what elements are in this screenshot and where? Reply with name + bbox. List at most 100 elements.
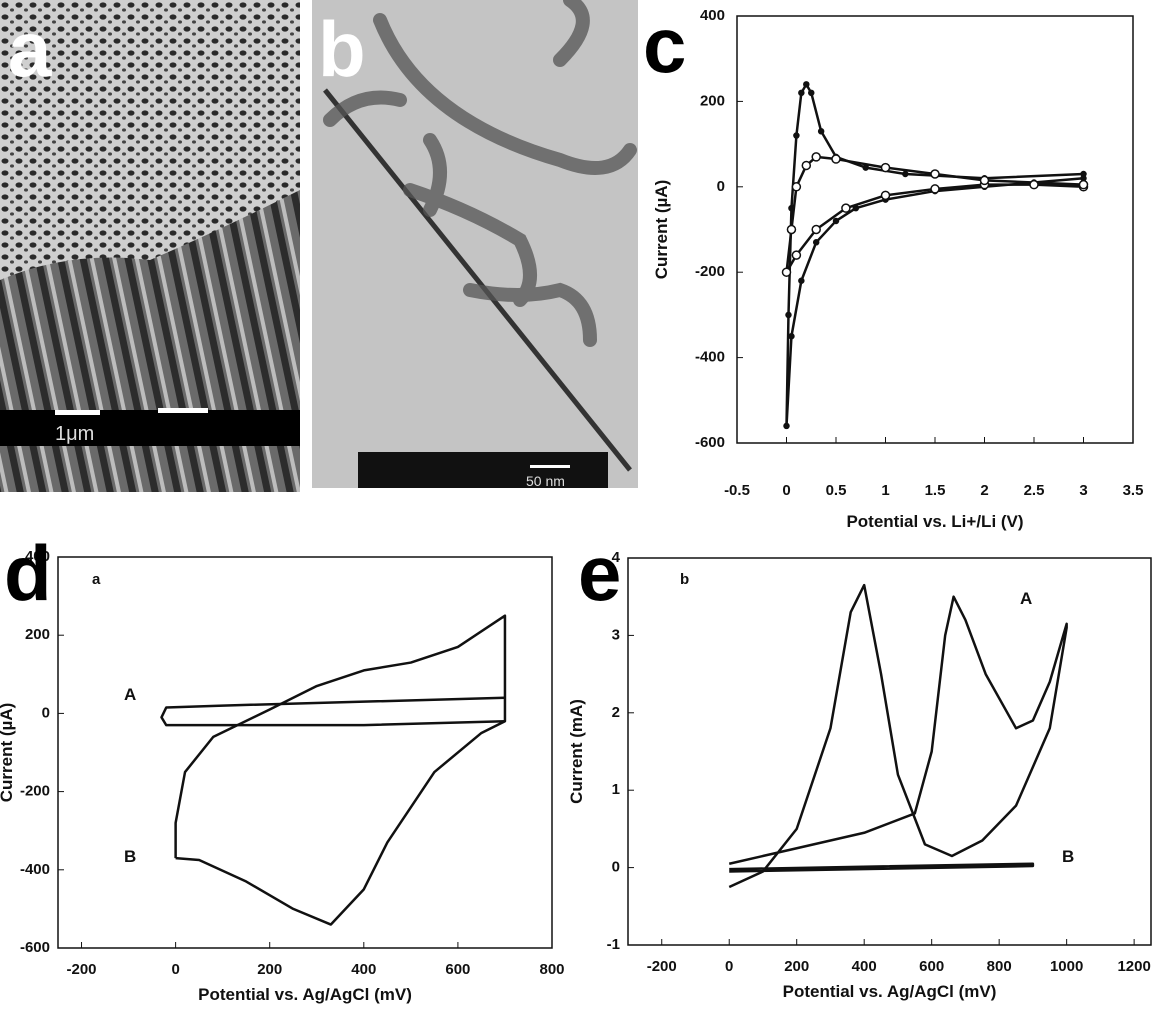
point <box>862 164 869 171</box>
inset-label: a <box>92 571 101 588</box>
point <box>781 267 792 277</box>
y-tick-label: -200 <box>20 783 50 800</box>
point <box>930 184 940 194</box>
y-axis-label: Current (µA) <box>652 180 671 280</box>
y-tick-label: 2 <box>612 704 620 721</box>
point <box>979 175 990 186</box>
x-tick-label: 3 <box>1079 482 1087 499</box>
series-label: B <box>1062 847 1074 866</box>
x-tick-label: 2 <box>980 482 988 499</box>
x-axis-label: Potential vs. Ag/AgCl (mV) <box>198 985 412 1004</box>
y-tick-label: 200 <box>25 626 50 643</box>
y-tick-label: 0 <box>717 178 725 195</box>
x-tick-label: -200 <box>647 958 677 975</box>
y-tick-label: 0 <box>42 704 50 721</box>
x-tick-label: 3.5 <box>1123 482 1144 499</box>
panel-label: d <box>4 529 52 617</box>
point <box>811 152 821 162</box>
point <box>798 89 805 97</box>
scale-bar-label: 50 nm <box>526 473 565 489</box>
x-tick-label: 1.5 <box>925 482 946 499</box>
y-axis-label: Current (µA) <box>0 703 16 803</box>
point <box>817 128 825 135</box>
scale-bar-label: 1μm <box>55 423 94 445</box>
x-tick-label: 0 <box>725 958 733 975</box>
point <box>1078 179 1089 190</box>
x-tick-label: 400 <box>852 958 877 975</box>
x-tick-label: 600 <box>445 961 470 978</box>
point <box>812 239 820 246</box>
point <box>785 311 792 319</box>
point <box>786 224 797 235</box>
x-tick-label: -0.5 <box>724 482 750 499</box>
x-tick-label: 200 <box>784 958 809 975</box>
x-tick-label: 200 <box>257 961 282 978</box>
point <box>832 217 840 225</box>
point <box>880 162 891 173</box>
x-tick-label: 0 <box>171 961 179 978</box>
x-tick-label: 600 <box>919 958 944 975</box>
plot-frame <box>57 556 553 949</box>
x-tick-label: 1000 <box>1050 958 1083 975</box>
panel-label: b <box>318 5 366 93</box>
point <box>1029 179 1039 190</box>
plot-frame <box>736 15 1134 444</box>
inset-label: b <box>680 571 689 588</box>
y-tick-label: -600 <box>695 434 725 451</box>
x-tick-label: 1200 <box>1117 958 1150 975</box>
y-tick-label: 3 <box>612 626 620 643</box>
x-tick-label: 800 <box>539 961 564 978</box>
image-a: 1μm a <box>0 0 300 492</box>
series-line <box>174 614 507 926</box>
point <box>791 182 802 192</box>
panel-label: e <box>578 529 621 617</box>
y-axis-label: Current (mA) <box>567 699 586 804</box>
y-tick-label: -600 <box>20 939 50 956</box>
plot-frame <box>627 557 1152 946</box>
y-tick-label: -400 <box>695 349 725 366</box>
point <box>803 81 810 88</box>
point <box>793 132 800 139</box>
y-tick-label: -200 <box>695 263 725 280</box>
x-axis-label: Potential vs. Ag/AgCl (mV) <box>783 982 997 1001</box>
point <box>930 169 940 179</box>
x-tick-label: 0 <box>782 482 790 499</box>
point <box>1080 170 1087 178</box>
x-tick-label: 0.5 <box>826 482 847 499</box>
point <box>811 224 821 235</box>
y-tick-label: 4 <box>612 549 621 566</box>
panel-label: c <box>643 1 686 89</box>
x-tick-label: 800 <box>987 958 1012 975</box>
series-label: A <box>1020 589 1032 608</box>
y-tick-label: 400 <box>25 548 50 565</box>
y-tick-label: -400 <box>20 861 50 878</box>
y-tick-label: 200 <box>700 92 725 109</box>
point <box>880 190 891 201</box>
x-axis-label: Potential vs. Li+/Li (V) <box>846 512 1023 531</box>
point <box>798 277 805 284</box>
series-label: B <box>124 847 136 866</box>
y-tick-label: 0 <box>612 859 620 876</box>
series-line <box>785 155 1084 274</box>
series-line <box>785 83 1084 428</box>
series-line <box>160 696 505 727</box>
x-tick-label: -200 <box>67 961 97 978</box>
y-tick-label: -1 <box>607 936 620 953</box>
series-label: A <box>124 685 136 704</box>
x-tick-label: 1 <box>881 482 889 499</box>
point <box>831 154 841 164</box>
image-b: 50 nm b <box>312 0 638 489</box>
point <box>788 333 795 340</box>
series-line <box>729 862 1035 873</box>
point <box>841 203 851 213</box>
x-tick-label: 2.5 <box>1024 482 1045 499</box>
panel-label: a <box>8 5 52 93</box>
y-tick-label: 400 <box>700 7 725 24</box>
point <box>808 89 815 97</box>
series-line <box>728 583 1068 889</box>
point <box>902 170 909 178</box>
x-tick-label: 400 <box>351 961 376 978</box>
point <box>783 422 790 430</box>
y-tick-label: 1 <box>612 781 620 798</box>
